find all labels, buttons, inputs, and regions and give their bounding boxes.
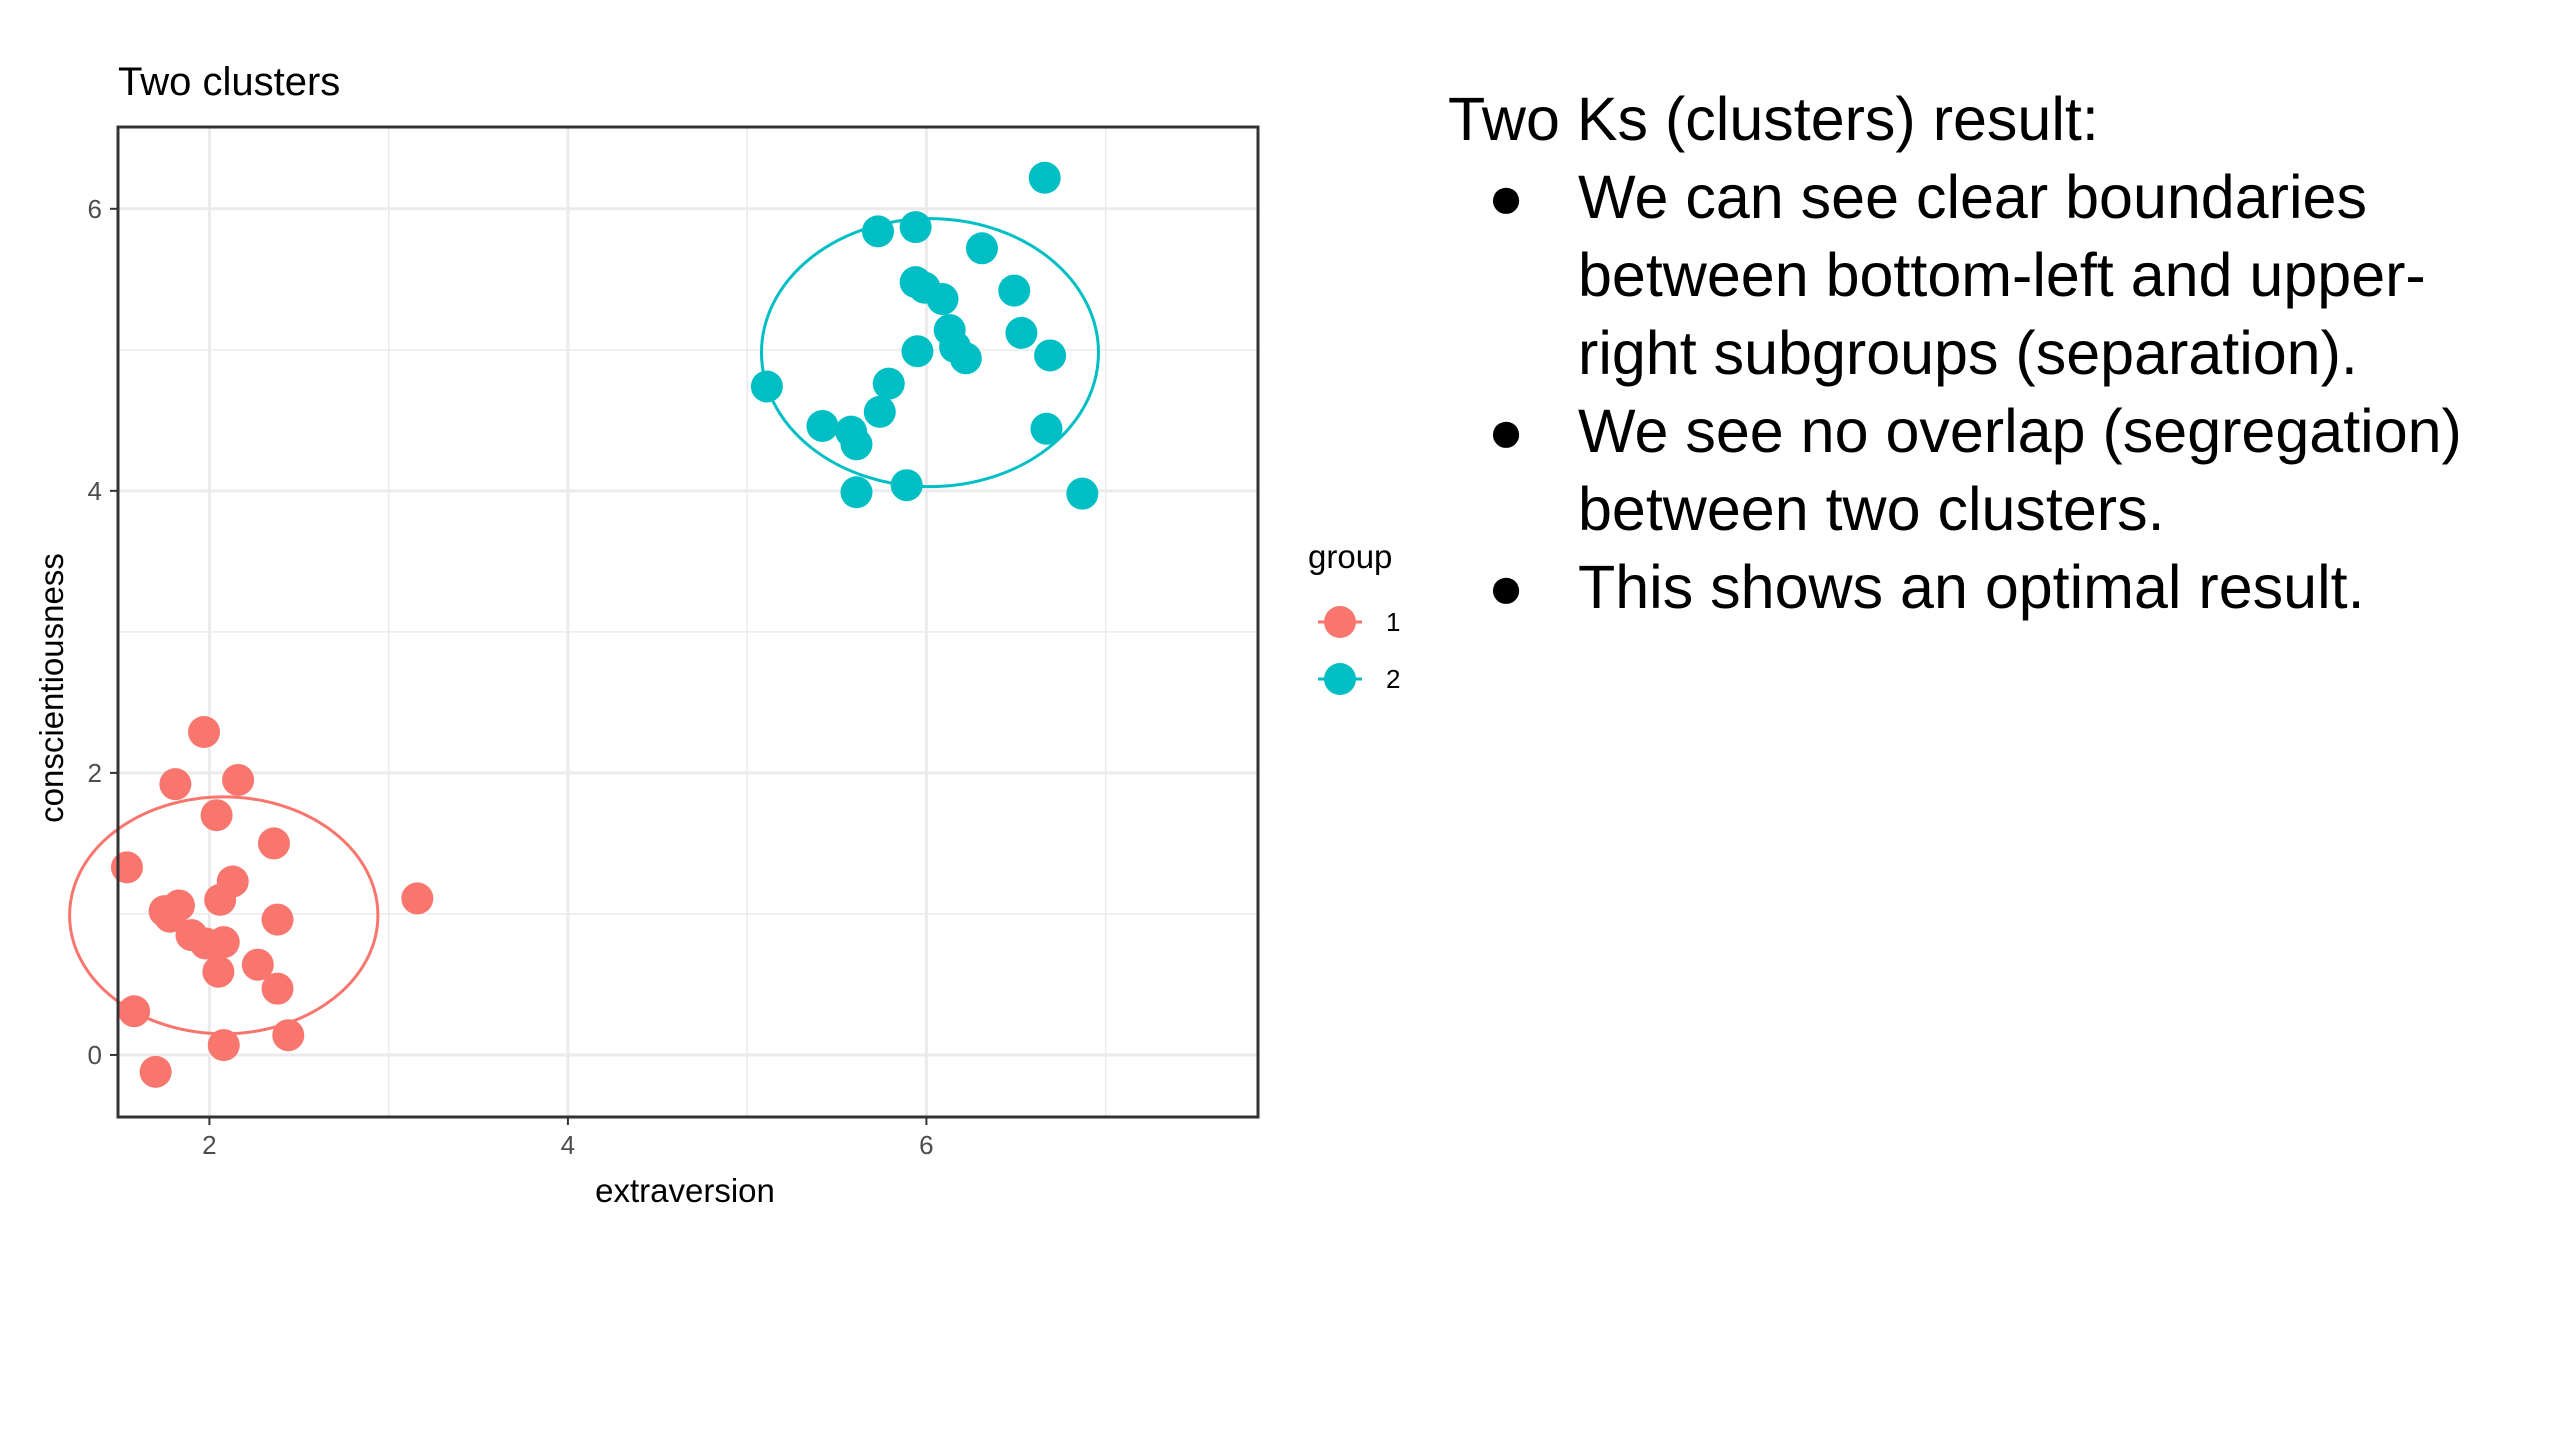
bullet-glyph: ● [1487, 553, 1525, 621]
bullet-glyph: ● [1487, 397, 1525, 465]
data-point-group-1 [204, 883, 237, 916]
data-points [110, 161, 1099, 1088]
data-point-group-2 [750, 370, 783, 403]
plot-panel-border [116, 125, 1260, 1119]
bullet-glyph: ● [1487, 163, 1525, 231]
x-tick-label: 6 [919, 1130, 933, 1160]
cluster-ellipse-2 [759, 217, 1100, 489]
data-point-group-2 [901, 335, 934, 368]
data-point-group-1 [110, 851, 143, 884]
data-point-group-2 [1066, 477, 1099, 510]
bullet-item: ● We see no overlap (segregation) betwee… [1448, 392, 2538, 548]
data-point-group-1 [261, 972, 294, 1005]
data-point-group-2 [840, 428, 873, 461]
y-axis-label: conscientiousness [33, 553, 70, 823]
legend-title: group [1308, 538, 1392, 575]
data-point-group-2 [862, 215, 894, 248]
x-tick-label: 2 [202, 1130, 216, 1160]
bullet-text: We see no overlap (segregation) between … [1578, 397, 2462, 543]
data-point-group-2 [998, 274, 1031, 307]
data-point-group-1 [257, 827, 290, 860]
data-point-group-1 [207, 1029, 240, 1062]
y-tick-label: 4 [88, 476, 102, 506]
data-point-group-1 [401, 882, 434, 915]
x-axis-label: extraversion [595, 1172, 775, 1209]
grid-lines [118, 127, 1258, 1117]
explanation-heading: Two Ks (clusters) result: [1448, 85, 2099, 153]
data-point-group-2 [863, 395, 896, 428]
legend-key-marker [1324, 663, 1356, 695]
explanation-bullet-list: ● We can see clear boundaries between bo… [1448, 158, 2538, 626]
legend-items: 12 [1318, 606, 1400, 695]
data-point-group-1 [241, 948, 274, 981]
data-point-group-1 [153, 900, 186, 933]
legend-label: 2 [1386, 664, 1400, 694]
data-point-group-1 [202, 955, 235, 988]
data-point-group-2 [872, 367, 905, 400]
data-point-group-2 [890, 469, 923, 502]
data-point-group-2 [949, 342, 982, 375]
data-point-group-1 [261, 903, 294, 936]
data-point-group-2 [840, 476, 873, 509]
legend: group 12 [1308, 538, 1400, 695]
legend-label: 1 [1386, 607, 1400, 637]
data-point-group-2 [806, 409, 839, 442]
data-point-group-1 [159, 768, 192, 801]
data-point-group-2 [1005, 316, 1038, 349]
data-point-group-2 [926, 283, 959, 316]
bullet-text: This shows an optimal result. [1578, 553, 2365, 621]
legend-key-marker [1324, 606, 1356, 638]
y-tick-label: 2 [88, 758, 102, 788]
y-tick-label: 0 [88, 1040, 102, 1070]
data-point-group-1 [207, 926, 240, 959]
data-point-group-2 [965, 232, 998, 265]
bullet-text: We can see clear boundaries between bott… [1578, 163, 2426, 387]
data-point-group-1 [272, 1019, 305, 1052]
y-tick-label: 6 [88, 194, 102, 224]
explanation-panel: Two Ks (clusters) result: ● We can see c… [1448, 80, 2538, 626]
axes: 2 4 6 0 2 4 6 [88, 194, 934, 1160]
x-tick-label: 4 [561, 1130, 575, 1160]
data-point-group-1 [118, 995, 151, 1028]
data-point-group-1 [200, 799, 233, 832]
data-point-group-2 [899, 211, 932, 244]
bullet-item: ● We can see clear boundaries between bo… [1448, 158, 2538, 392]
data-point-group-2 [1030, 412, 1063, 445]
bullet-item: ● This shows an optimal result. [1448, 548, 2538, 626]
data-point-group-2 [1034, 339, 1067, 372]
chart-title: Two clusters [118, 60, 340, 104]
data-point-group-2 [1028, 161, 1061, 194]
data-point-group-1 [139, 1055, 172, 1088]
data-point-group-1 [188, 716, 221, 748]
data-point-group-1 [222, 763, 255, 796]
